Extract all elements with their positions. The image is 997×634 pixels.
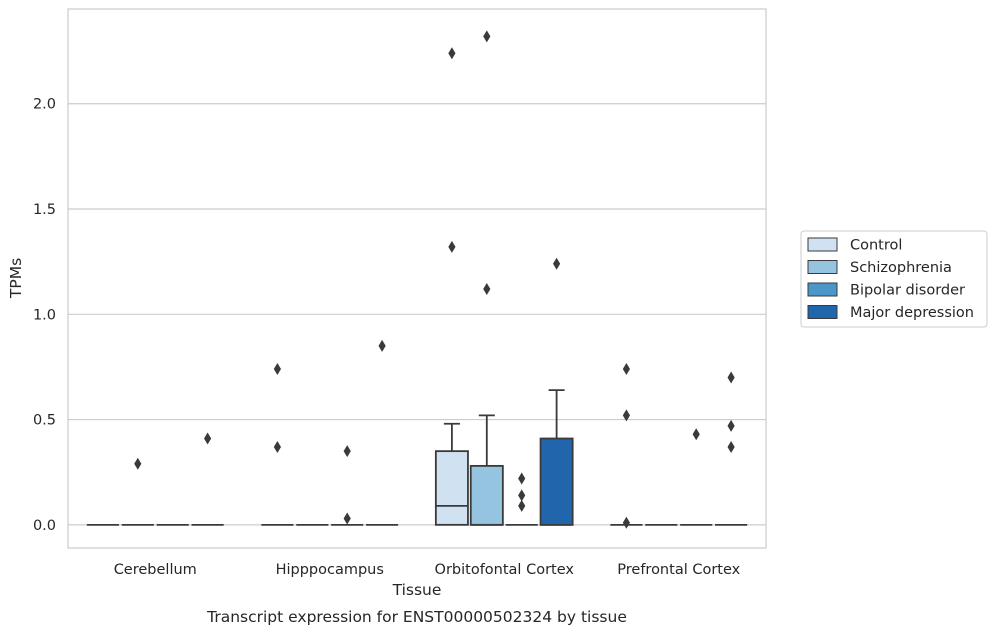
legend-label: Bipolar disorder [850, 283, 965, 299]
plot-area [68, 9, 766, 548]
outlier-point [343, 512, 351, 525]
legend-swatch [807, 237, 838, 252]
box-2-3 [539, 389, 574, 526]
x-tick-label: Hipppocampus [276, 562, 384, 578]
y-tick-label: 1.5 [33, 202, 56, 218]
outlier-point [204, 432, 212, 445]
x-axis-ticks: Cerebellum Hipppocampus Orbitofontal Corte… [114, 562, 741, 578]
outlier-point [273, 363, 281, 376]
outlier-point [727, 371, 735, 384]
outlier-point [553, 257, 561, 270]
outlier-point [483, 283, 491, 296]
outlier-point [727, 419, 735, 432]
outlier-point [622, 516, 630, 529]
boxes [86, 389, 748, 526]
outlier-point [518, 472, 526, 485]
y-axis-label: TPMs [7, 258, 25, 299]
legend: Control Schizophrenia Bipolar disorder Majo… [800, 230, 988, 328]
legend-label: Schizophrenia [850, 260, 952, 276]
legend-swatch [807, 305, 838, 319]
legend-swatch [807, 282, 838, 297]
x-axis-label: Tissue [392, 581, 442, 599]
outlier-point [343, 445, 351, 458]
outlier-point [692, 428, 700, 441]
y-tick-label: 0.0 [33, 518, 56, 534]
box-2-1 [469, 414, 504, 526]
outlier-point [518, 499, 526, 512]
outlier-point [483, 30, 491, 43]
outlier-point [727, 440, 735, 453]
outlier-point [134, 457, 142, 470]
y-tick-label: 0.5 [33, 413, 56, 429]
plot-frame [67, 8, 767, 549]
outlier-point [518, 489, 526, 502]
box-body [434, 450, 469, 526]
legend-frame [800, 230, 988, 328]
outlier-point [448, 240, 456, 253]
outlier-point [448, 47, 456, 60]
y-tick-label: 2.0 [33, 97, 56, 113]
outlier-point [622, 363, 630, 376]
x-tick-label: Cerebellum [114, 562, 197, 578]
box-2-0 [434, 422, 469, 526]
box-body [469, 464, 504, 526]
outlier-point [378, 339, 386, 352]
legend-swatch [807, 260, 838, 274]
y-tick-label: 1.0 [33, 307, 56, 323]
outliers [134, 30, 735, 529]
y-axis-ticks: 0.0 0.5 1.0 1.5 2.0 [33, 97, 56, 534]
legend-label: Control [850, 238, 902, 254]
x-tick-label: Prefrontal Cortex [617, 562, 740, 578]
legend-label: Major depression [850, 305, 974, 321]
x-tick-label: Orbitofontal Cortex [435, 562, 575, 578]
outlier-point [622, 409, 630, 422]
box-body [539, 437, 574, 526]
chart-caption: Transcript expression for ENST0000050232… [206, 608, 627, 626]
outlier-point [273, 440, 281, 453]
